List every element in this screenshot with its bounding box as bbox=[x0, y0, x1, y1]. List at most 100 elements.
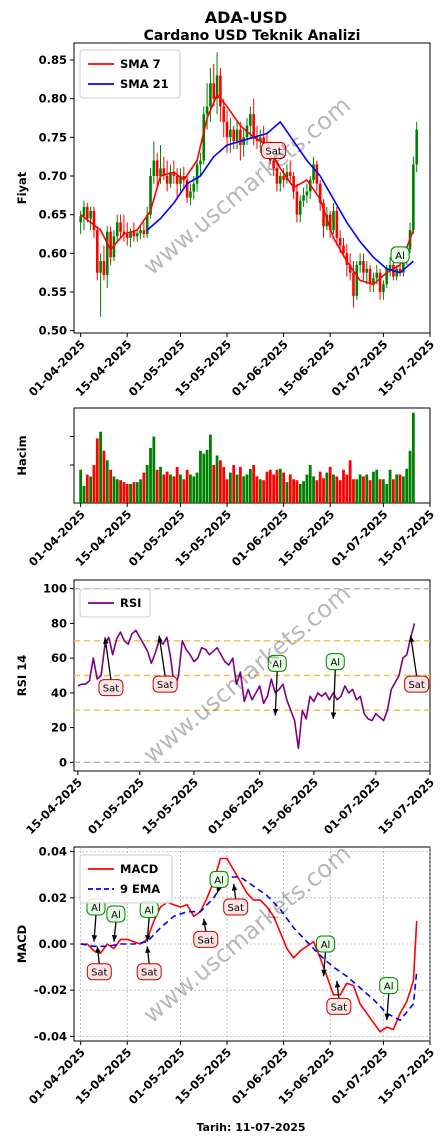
macd-signal-box bbox=[209, 870, 229, 888]
volume-bar bbox=[258, 479, 262, 503]
candle-body bbox=[122, 231, 126, 235]
volume-bar bbox=[411, 412, 415, 503]
rsi-xtick-label: 15-04-2025 bbox=[23, 775, 85, 837]
candle-body bbox=[195, 164, 199, 184]
volume-bar bbox=[392, 479, 395, 503]
volume-bar bbox=[142, 472, 146, 503]
price-ytick-label: 0.75 bbox=[39, 130, 67, 144]
volume-bar bbox=[352, 479, 355, 503]
macd-ylabel: MACD bbox=[15, 925, 29, 963]
macd-signal-arrowhead bbox=[202, 918, 208, 926]
rsi-signal-box bbox=[152, 675, 178, 693]
rsi-signal-arrow bbox=[274, 671, 278, 716]
rsi-xtick-label: 01-07-2025 bbox=[321, 775, 383, 837]
volume-bar bbox=[155, 469, 159, 503]
volume-bar bbox=[85, 474, 89, 503]
candle-body bbox=[222, 106, 226, 122]
volume-bar bbox=[372, 471, 375, 503]
macd-signal-sell: Sat bbox=[331, 1002, 347, 1013]
volume-bar bbox=[401, 476, 405, 503]
volume-bar bbox=[405, 468, 409, 503]
candle-body bbox=[259, 137, 262, 142]
candle-body bbox=[322, 203, 325, 227]
candle-body bbox=[89, 210, 92, 219]
candle-body bbox=[155, 160, 159, 177]
candle-body bbox=[345, 253, 349, 265]
macd-line bbox=[80, 857, 418, 1033]
volume-bar bbox=[199, 450, 202, 503]
candle-body bbox=[375, 272, 379, 279]
volume-bar bbox=[105, 460, 109, 503]
figure-subtitle: Cardano USD Teknik Analizi bbox=[144, 28, 361, 44]
volume-bar bbox=[252, 465, 256, 503]
price-line-sma7 bbox=[80, 94, 415, 286]
candle-body bbox=[95, 230, 99, 273]
volume-bar bbox=[182, 479, 186, 503]
volume-bar bbox=[149, 447, 152, 503]
volume-bar bbox=[209, 434, 212, 503]
volume-bar bbox=[338, 480, 342, 503]
candle-body bbox=[365, 268, 369, 273]
candle-body bbox=[182, 176, 186, 180]
candle-body bbox=[395, 268, 399, 277]
volume-bar bbox=[302, 481, 305, 503]
candle-body bbox=[219, 75, 222, 107]
volume-bar bbox=[165, 471, 169, 503]
candle-body bbox=[132, 231, 136, 237]
rsi-legend-box bbox=[79, 588, 151, 618]
candle-body bbox=[79, 216, 82, 223]
volume-bar bbox=[395, 474, 399, 503]
price-ytick-label: 0.80 bbox=[39, 92, 67, 106]
rsi-signal-box bbox=[404, 675, 430, 693]
rsi-signal-sell: Sat bbox=[103, 684, 119, 695]
macd-signal-arrowhead bbox=[231, 883, 238, 891]
macd-signal-arrowhead bbox=[91, 935, 98, 942]
candle-body bbox=[282, 176, 285, 180]
volume-bar bbox=[119, 480, 122, 503]
volume-bar bbox=[265, 471, 269, 503]
candle-body bbox=[348, 264, 352, 273]
rsi-signal-sell: Sat bbox=[408, 680, 424, 691]
volume-bar bbox=[238, 466, 242, 503]
volume-bar bbox=[382, 479, 385, 503]
candle-body bbox=[202, 114, 206, 161]
rsi-signal-arrowhead bbox=[157, 635, 163, 643]
volume-bar bbox=[92, 465, 96, 503]
volume-bar bbox=[408, 450, 412, 503]
macd-signal-arrowhead bbox=[334, 980, 341, 988]
macd-signal-buy: Al bbox=[91, 903, 101, 914]
candle-body bbox=[362, 261, 365, 273]
candle-body bbox=[412, 164, 415, 231]
candle-body bbox=[99, 261, 102, 273]
volume-bar bbox=[162, 474, 166, 503]
volume-bar bbox=[312, 476, 315, 503]
volume-bar bbox=[145, 465, 149, 503]
candle-body bbox=[278, 176, 282, 184]
price-ytick-label: 0.65 bbox=[39, 208, 67, 222]
candle-body bbox=[312, 164, 315, 180]
candle-body bbox=[262, 137, 265, 146]
candle-body bbox=[272, 160, 275, 169]
macd-signal-box bbox=[316, 935, 336, 953]
macd-signal-arrowhead bbox=[145, 946, 151, 954]
volume-bar bbox=[248, 468, 252, 503]
rsi-signal-arrowhead bbox=[103, 637, 109, 645]
volume-bar bbox=[285, 482, 289, 503]
candle-body bbox=[115, 222, 119, 237]
volume-bar bbox=[218, 460, 222, 503]
rsi-signal-buy: Al bbox=[330, 658, 340, 669]
candle-body bbox=[328, 214, 332, 231]
price-ylabel: Fiyat bbox=[15, 171, 29, 204]
volume-bar bbox=[242, 476, 246, 503]
candle-body bbox=[102, 261, 106, 275]
candle-body bbox=[232, 129, 236, 142]
volume-bar bbox=[325, 472, 329, 503]
volume-bar bbox=[89, 476, 93, 503]
candle-body bbox=[398, 268, 402, 273]
macd-ytick-label: 0.02 bbox=[39, 891, 67, 905]
candle-body bbox=[152, 160, 156, 177]
volume-bar bbox=[282, 472, 286, 503]
candle-body bbox=[212, 83, 216, 99]
candle-body bbox=[215, 75, 219, 99]
candle-body bbox=[332, 210, 335, 231]
